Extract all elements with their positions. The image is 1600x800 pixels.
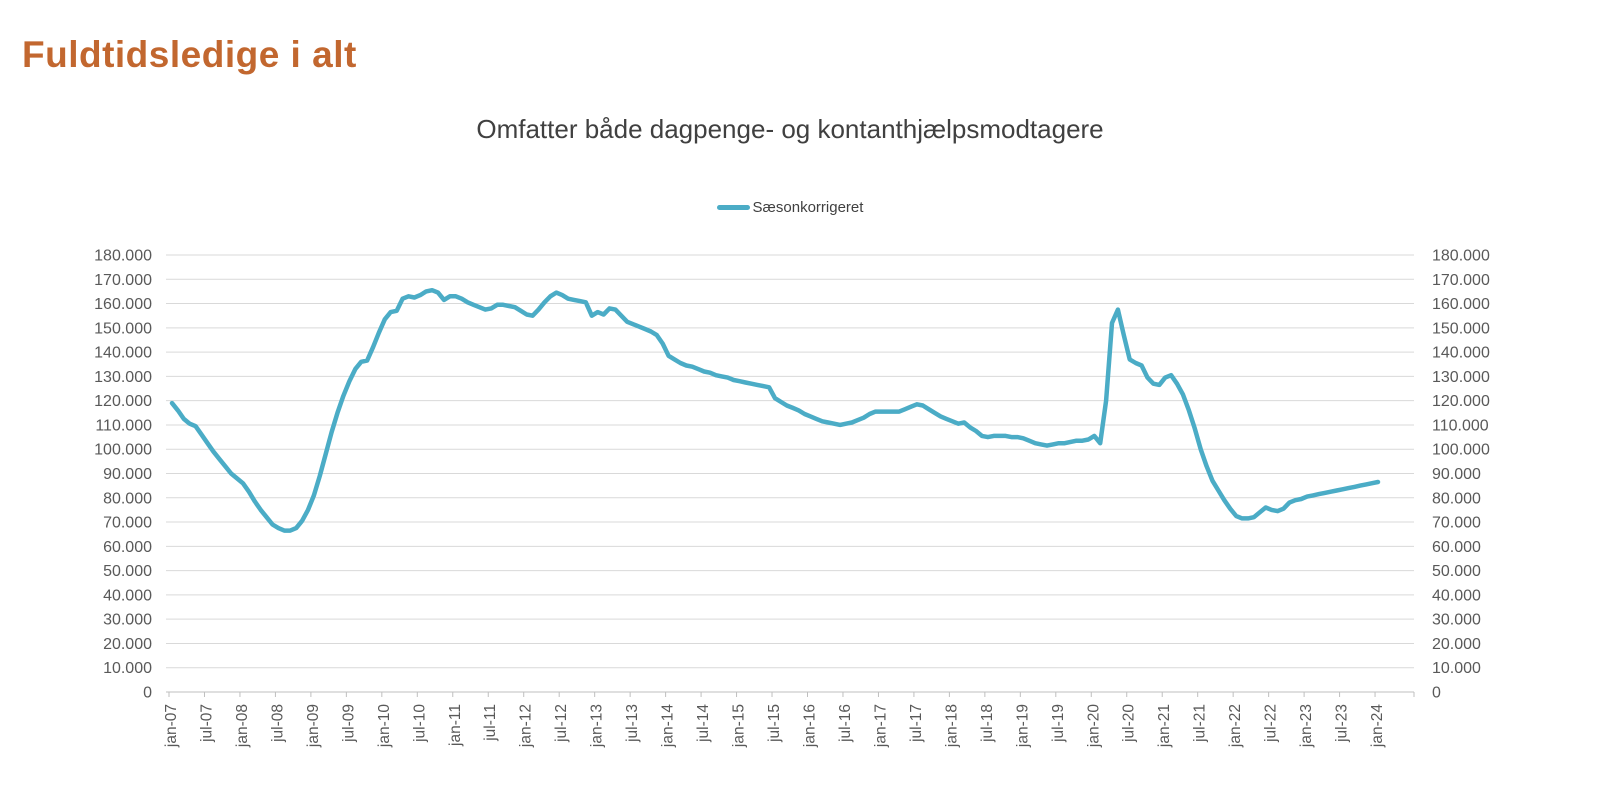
legend: Sæsonkorrigeret [166, 199, 1414, 216]
y-tick-label-left: 0 [143, 685, 152, 702]
x-tick-label: jan-13 [589, 704, 606, 748]
x-tick-label: jan-17 [872, 704, 889, 748]
y-tick-label-right: 130.000 [1432, 369, 1490, 386]
x-tick-label: jul-17 [908, 704, 925, 743]
y-tick-label-left: 150.000 [94, 320, 152, 337]
x-tick-label: jan-07 [163, 704, 180, 748]
x-tick-label: jul-16 [837, 704, 854, 743]
x-tick-label: jan-19 [1014, 704, 1031, 748]
x-tick-label: jul-20 [1121, 704, 1138, 743]
x-tick-label: jan-22 [1227, 704, 1244, 748]
x-tick-label: jul-09 [340, 704, 357, 743]
x-tick-label: jul-13 [624, 704, 641, 743]
x-tick-label: jul-21 [1192, 704, 1209, 743]
x-tick-label: jan-24 [1369, 704, 1386, 748]
y-tick-label-right: 70.000 [1432, 515, 1481, 532]
x-tick-label: jan-21 [1156, 704, 1173, 748]
y-tick-label-left: 100.000 [94, 442, 152, 459]
y-tick-label-left: 50.000 [103, 563, 152, 580]
y-tick-label-right: 50.000 [1432, 563, 1481, 580]
y-tick-label-left: 20.000 [103, 636, 152, 653]
x-tick-label: jul-08 [269, 704, 286, 743]
x-tick-label: jul-11 [482, 704, 499, 742]
x-tick-label: jan-23 [1298, 704, 1315, 748]
x-tick-label: jul-23 [1334, 704, 1351, 743]
y-tick-label-right: 80.000 [1432, 490, 1481, 507]
plot-svg: 0 0 10.000 10.000 20.000 20.000 30.000 30.000 40… [94, 248, 1490, 749]
x-tick-label: jul-18 [979, 704, 996, 743]
x-tick-label: jan-12 [518, 704, 535, 748]
y-tick-label-left: 30.000 [103, 612, 152, 629]
x-tick-label: jan-20 [1085, 704, 1102, 748]
x-tick-label: jan-11 [447, 704, 464, 747]
y-tick-label-right: 140.000 [1432, 345, 1490, 362]
legend-line-icon [716, 205, 750, 210]
x-tick-label: jul-14 [695, 704, 712, 743]
y-tick-label-right: 40.000 [1432, 587, 1481, 604]
x-tick-label: jan-08 [234, 704, 251, 748]
y-tick-label-left: 170.000 [94, 272, 152, 289]
y-tick-label-left: 110.000 [95, 417, 152, 434]
legend-label: Sæsonkorrigeret [752, 199, 864, 216]
x-tick-label: jan-16 [801, 704, 818, 748]
y-tick-label-left: 40.000 [103, 587, 152, 604]
y-tick-label-left: 180.000 [94, 248, 152, 265]
y-tick-label-right: 180.000 [1432, 248, 1490, 265]
y-tick-label-right: 10.000 [1432, 660, 1481, 677]
y-tick-label-right: 20.000 [1432, 636, 1481, 653]
page-title: Fuldtidsledige i alt [22, 34, 357, 75]
y-tick-label-left: 60.000 [103, 539, 152, 556]
y-tick-label-left: 140.000 [94, 345, 152, 362]
y-tick-label-left: 70.000 [103, 515, 152, 532]
y-tick-label-right: 110.000 [1432, 417, 1489, 434]
x-tick-label: jan-10 [376, 704, 393, 748]
y-tick-label-right: 90.000 [1432, 466, 1481, 483]
y-tick-label-left: 80.000 [103, 490, 152, 507]
x-tick-label: jan-09 [305, 704, 322, 748]
y-tick-label-left: 10.000 [103, 660, 152, 677]
x-tick-label: jan-15 [731, 704, 748, 748]
y-tick-label-left: 130.000 [94, 369, 152, 386]
y-tick-label-right: 100.000 [1432, 442, 1490, 459]
x-tick-label: jan-18 [943, 704, 960, 748]
x-tick-label: jan-14 [660, 704, 677, 748]
y-tick-label-right: 0 [1432, 685, 1441, 702]
y-tick-label-right: 120.000 [1432, 393, 1490, 410]
series-line [169, 287, 1381, 533]
y-tick-label-right: 30.000 [1432, 612, 1481, 629]
x-tick-label: jul-07 [198, 704, 215, 743]
y-tick-label-right: 160.000 [1432, 296, 1490, 313]
chart-title: Omfatter både dagpenge- og kontanthjælps… [476, 114, 1104, 144]
y-tick-label-left: 90.000 [103, 466, 152, 483]
x-tick-label: jul-12 [553, 704, 570, 743]
x-tick-label: jul-22 [1263, 704, 1280, 743]
y-tick-label-right: 170.000 [1432, 272, 1490, 289]
y-tick-label-left: 120.000 [94, 393, 152, 410]
y-tick-label-left: 160.000 [94, 296, 152, 313]
x-tick-label: jul-19 [1050, 704, 1067, 743]
x-tick-label: jul-15 [766, 704, 783, 743]
x-tick-label: jul-10 [411, 704, 428, 743]
y-tick-label-right: 150.000 [1432, 320, 1490, 337]
y-tick-label-right: 60.000 [1432, 539, 1481, 556]
